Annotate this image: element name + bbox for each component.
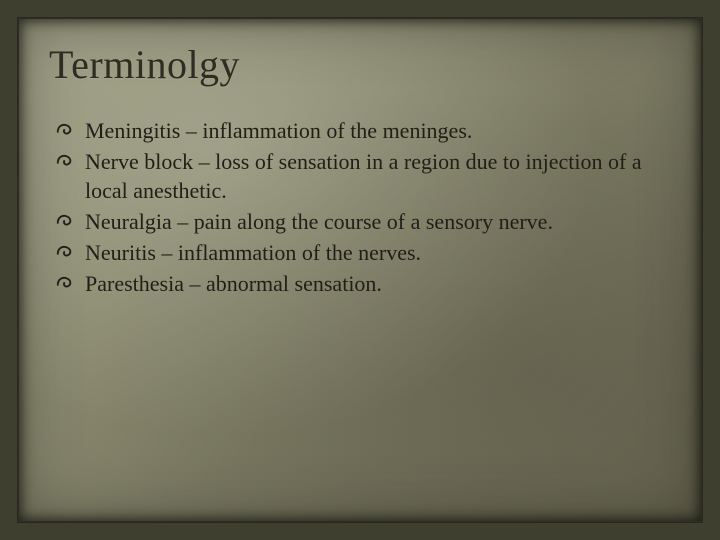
bullet-list: Meningitis – inflammation of the meninge…	[49, 116, 671, 298]
curl-icon	[55, 273, 77, 293]
list-item: Neuritis – inflammation of the nerves.	[55, 238, 671, 267]
list-item-text: Neuralgia – pain along the course of a s…	[85, 209, 553, 234]
curl-icon	[55, 120, 77, 140]
slide-title: Terminolgy	[49, 41, 671, 88]
list-item-text: Nerve block – loss of sensation in a reg…	[85, 149, 642, 203]
list-item: Paresthesia – abnormal sensation.	[55, 269, 671, 298]
list-item: Neuralgia – pain along the course of a s…	[55, 207, 671, 236]
list-item: Nerve block – loss of sensation in a reg…	[55, 147, 671, 205]
list-item: Meningitis – inflammation of the meninge…	[55, 116, 671, 145]
parchment-frame: Terminolgy Meningitis – inflammation of …	[18, 18, 702, 522]
list-item-text: Neuritis – inflammation of the nerves.	[85, 240, 421, 265]
curl-icon	[55, 151, 77, 171]
slide: Terminolgy Meningitis – inflammation of …	[0, 0, 720, 540]
curl-icon	[55, 242, 77, 262]
list-item-text: Meningitis – inflammation of the meninge…	[85, 118, 472, 143]
list-item-text: Paresthesia – abnormal sensation.	[85, 271, 382, 296]
curl-icon	[55, 211, 77, 231]
